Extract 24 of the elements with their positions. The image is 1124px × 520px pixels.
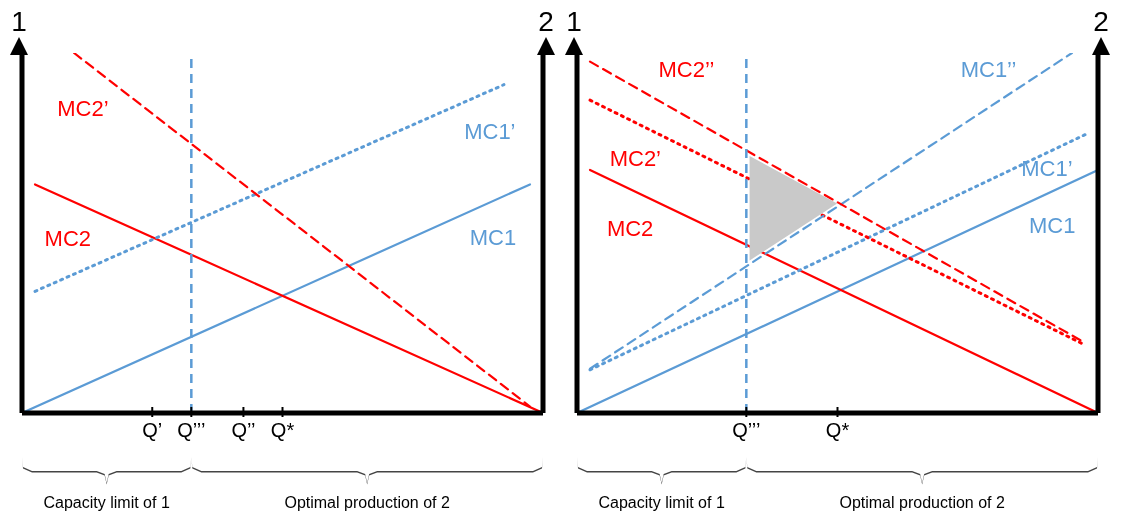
y2-axis-title: 2 bbox=[538, 6, 554, 37]
text: Capacity limit of 1 bbox=[43, 494, 170, 511]
y2-axis-title: 2 bbox=[1093, 6, 1109, 37]
series-label: MC2’ bbox=[57, 96, 109, 122]
series-label: MC1 bbox=[469, 224, 517, 250]
series-label: MC1’’ bbox=[960, 57, 1017, 83]
x-tick-label: Q’ bbox=[142, 419, 163, 441]
series-label: MC2 bbox=[606, 215, 654, 241]
x-tick-label: Q’’ bbox=[231, 419, 256, 441]
text: Optimal production of 2 bbox=[284, 494, 450, 511]
series-label: MC2’’ bbox=[658, 57, 715, 83]
x-tick-label: Q* bbox=[270, 419, 295, 441]
text: Optimal production of 2 bbox=[839, 494, 1005, 511]
series-label: MC1’ bbox=[1021, 155, 1073, 181]
text: Capacity limit of 1 bbox=[598, 494, 725, 511]
series-label: MC1 bbox=[1028, 213, 1076, 239]
y-axis-title: 1 bbox=[566, 6, 582, 37]
x-tick-label: Q* bbox=[825, 419, 850, 441]
y-axis-title: 1 bbox=[11, 6, 27, 37]
series-label: MC1’ bbox=[464, 119, 516, 145]
series-label: MC2’ bbox=[609, 146, 662, 172]
x-tick-label: Q’’’ bbox=[177, 419, 206, 441]
x-tick-label: Q’’’ bbox=[732, 419, 761, 441]
series-label: MC2 bbox=[44, 226, 92, 252]
